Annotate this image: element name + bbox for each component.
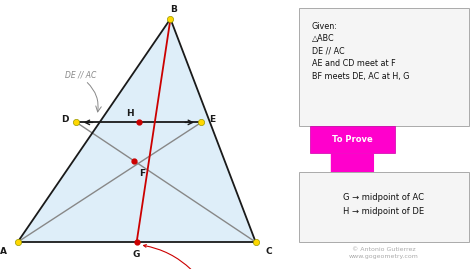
Text: C: C bbox=[266, 247, 273, 256]
Text: To prove:
G, H midpoints of AC, DE: To prove: G, H midpoints of AC, DE bbox=[144, 245, 243, 269]
Text: Given:
△ABC
DE // AC
AE and CD meet at F
BF meets DE, AC at H, G: Given: △ABC DE // AC AE and CD meet at F… bbox=[312, 22, 409, 80]
Polygon shape bbox=[18, 19, 255, 242]
Text: F: F bbox=[139, 169, 145, 178]
Text: A: A bbox=[0, 247, 7, 256]
Text: G: G bbox=[133, 250, 140, 259]
Text: © Antonio Gutierrez
www.gogeometry.com: © Antonio Gutierrez www.gogeometry.com bbox=[349, 247, 419, 259]
Text: DE // AC: DE // AC bbox=[64, 71, 96, 80]
Text: H: H bbox=[126, 109, 134, 118]
FancyBboxPatch shape bbox=[310, 126, 395, 153]
Text: B: B bbox=[170, 5, 177, 14]
FancyBboxPatch shape bbox=[299, 172, 469, 242]
Text: To Prove: To Prove bbox=[332, 135, 373, 144]
FancyBboxPatch shape bbox=[299, 8, 469, 126]
Text: D: D bbox=[61, 115, 68, 124]
Text: E: E bbox=[210, 115, 216, 124]
Polygon shape bbox=[313, 153, 392, 204]
Text: G → midpoint of AC
H → midpoint of DE: G → midpoint of AC H → midpoint of DE bbox=[343, 193, 425, 216]
